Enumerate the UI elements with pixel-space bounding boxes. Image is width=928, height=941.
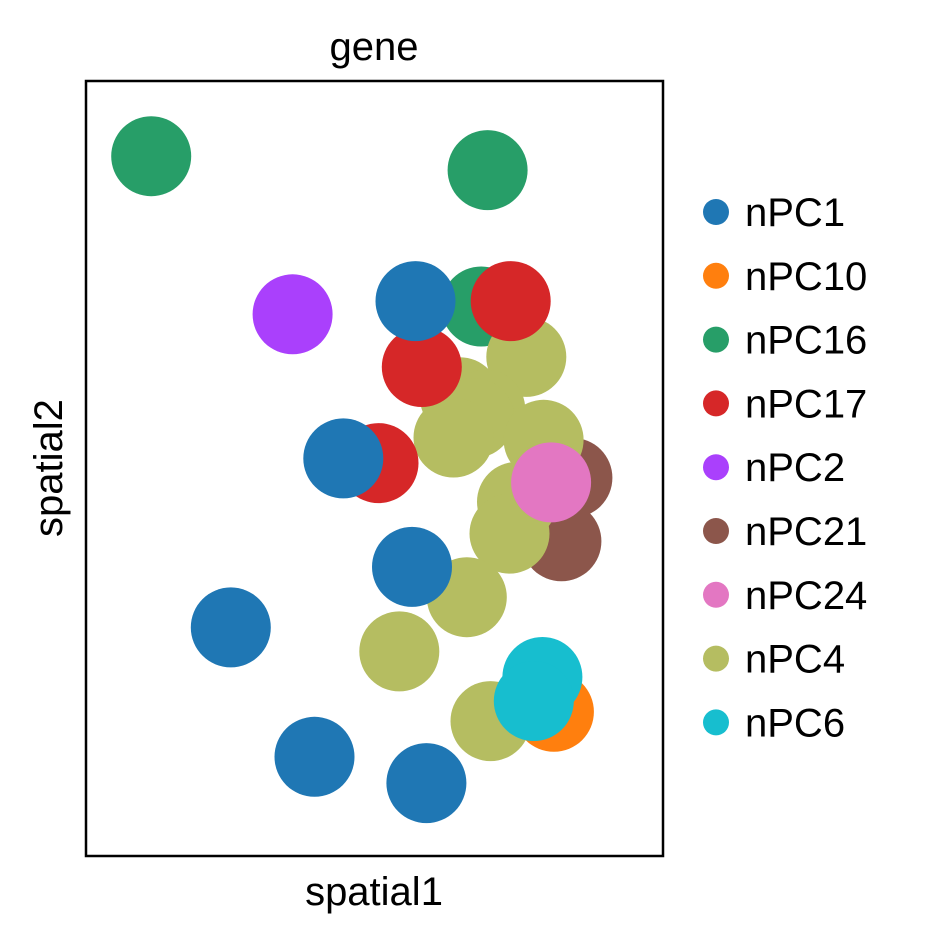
legend-item-npc4: nPC4 xyxy=(703,638,845,682)
plot-frame xyxy=(84,79,665,858)
chart-title: gene xyxy=(330,25,419,69)
legend-marker xyxy=(703,709,729,736)
legend-item-npc10: nPC10 xyxy=(703,255,867,299)
scatter-point-npc6 xyxy=(493,661,574,741)
legend-item-npc24: nPC24 xyxy=(703,574,867,618)
legend-item-npc21: nPC21 xyxy=(703,510,867,554)
legend-label: nPC1 xyxy=(745,191,845,235)
legend-item-npc6: nPC6 xyxy=(703,701,845,745)
scatter-point-npc24 xyxy=(511,442,592,523)
legend-label: nPC4 xyxy=(745,638,845,682)
scatter-point-npc16 xyxy=(111,116,192,197)
legend-marker xyxy=(703,262,729,289)
scatter-point-npc1 xyxy=(190,587,271,668)
legend-item-npc2: nPC2 xyxy=(703,446,845,490)
legend-label: nPC2 xyxy=(745,446,845,490)
legend-marker xyxy=(703,326,729,353)
legend-item-npc17: nPC17 xyxy=(703,382,867,426)
scatter-point-npc17 xyxy=(381,327,462,407)
scatter-point-npc4 xyxy=(413,397,494,478)
scatter-point-npc2 xyxy=(252,274,333,355)
legend-label: nPC16 xyxy=(745,319,867,363)
scatter-point-npc17 xyxy=(470,261,551,342)
legend-marker xyxy=(703,454,729,481)
scatter-point-npc1 xyxy=(386,743,467,824)
scatter-point-npc4 xyxy=(359,611,440,692)
legend-label: nPC6 xyxy=(745,701,845,745)
scatter-point-npc1 xyxy=(274,716,355,797)
scatter-point-npc1 xyxy=(372,526,452,607)
legend-marker xyxy=(703,390,729,417)
legend-item-npc1: nPC1 xyxy=(703,191,845,235)
legend-item-npc16: nPC16 xyxy=(703,319,867,363)
scatter-point-npc1 xyxy=(375,261,456,342)
scatter-point-npc1 xyxy=(303,418,384,499)
scatter-point-npc16 xyxy=(447,130,528,211)
legend-label: nPC21 xyxy=(745,510,867,554)
legend-marker xyxy=(703,518,729,544)
legend-marker xyxy=(703,645,729,672)
legend-label: nPC10 xyxy=(745,255,867,299)
legend: nPC1 nPC10 nPC16 nPC17 nPC2 nPC21 nPC24 nPC4 nPC… xyxy=(703,191,867,745)
legend-label: nPC24 xyxy=(745,574,867,618)
legend-marker xyxy=(703,581,729,608)
legend-label: nPC17 xyxy=(745,382,867,426)
y-axis-label: spatial2 xyxy=(27,399,71,537)
x-axis-label: spatial1 xyxy=(305,870,443,914)
points-layer xyxy=(111,116,613,824)
legend-marker xyxy=(703,199,729,225)
